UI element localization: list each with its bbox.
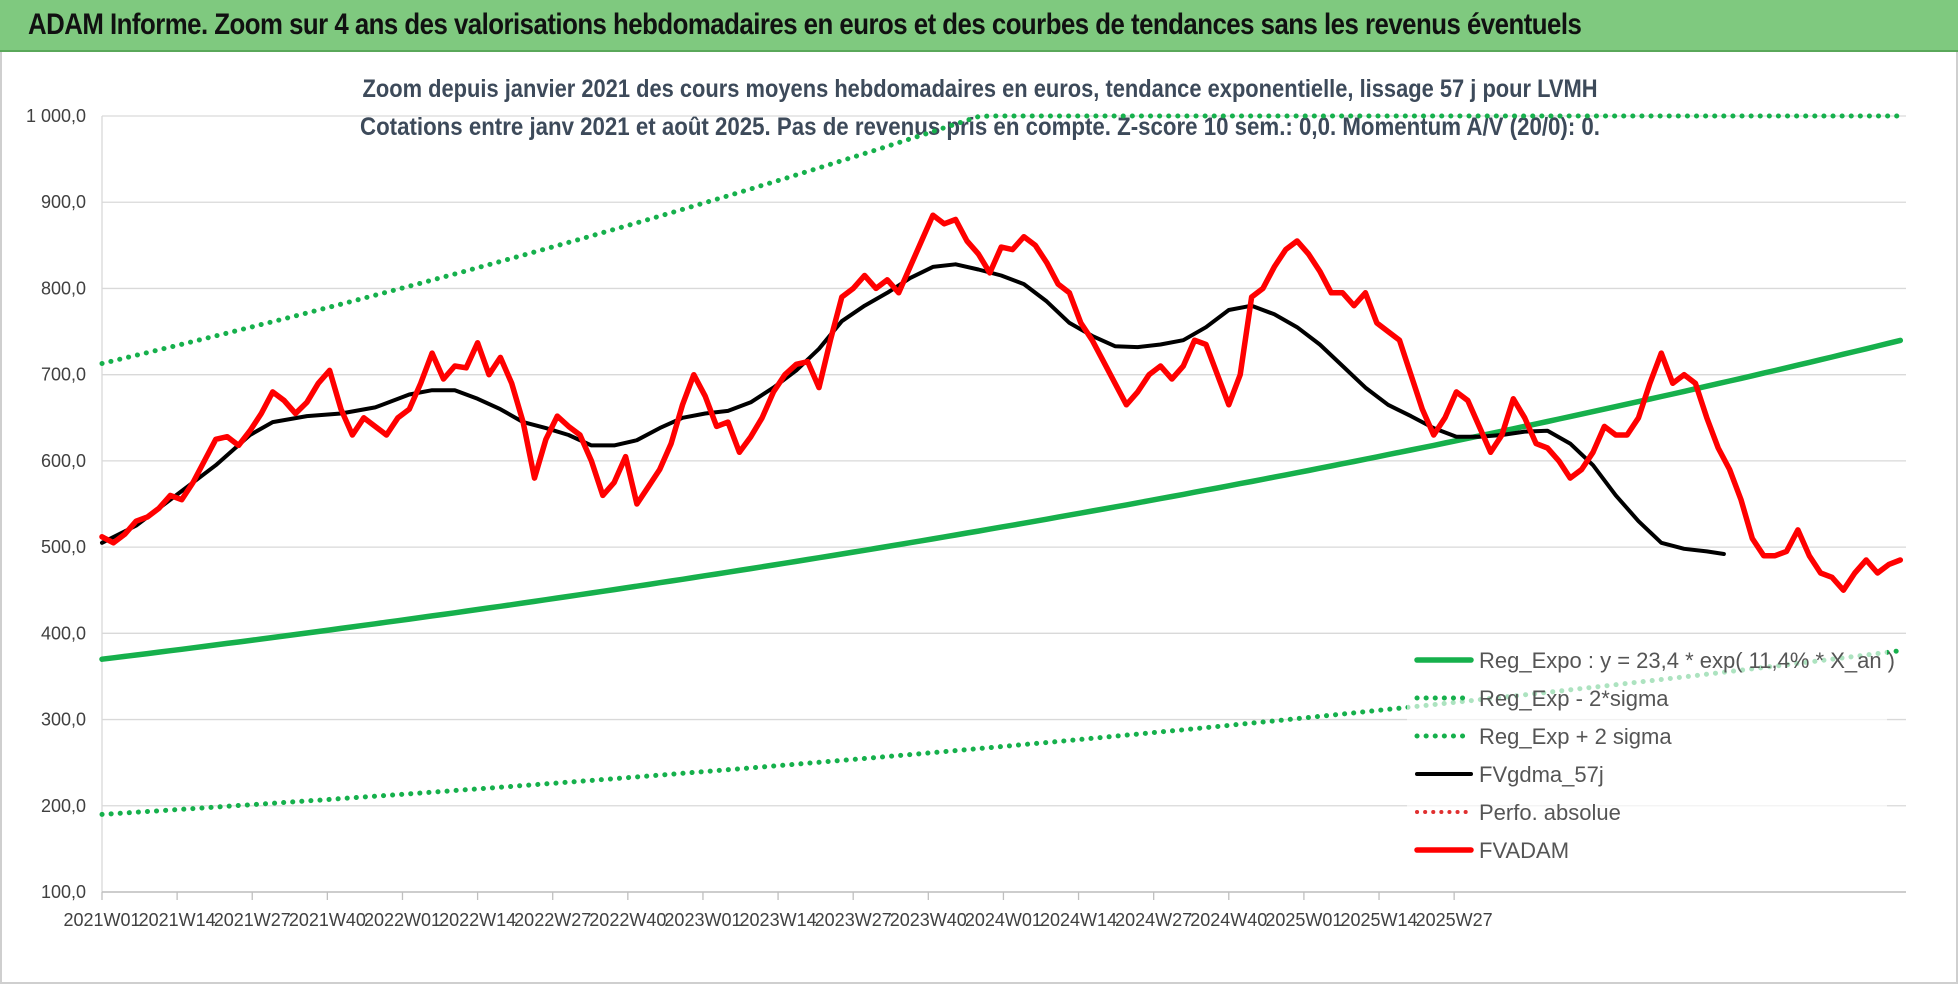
legend-background [1407,638,1887,872]
y-axis-ticks: 1 000,0 900,0 800,0 700,0 600,0 500,0 400,0 300… [26,106,86,902]
x-tick-label: 2022W01 [364,910,441,930]
y-tick-label: 300,0 [41,710,86,730]
legend-label: Reg_Exp - 2*sigma [1479,686,1669,711]
x-tick-label: 2024W14 [1040,910,1117,930]
x-tick-label: 2023W01 [664,910,741,930]
legend-label: FVgdma_57j [1479,762,1604,787]
x-tick-label: 2024W27 [1115,910,1192,930]
x-tick-label: 2022W14 [439,910,516,930]
report-banner: ADAM Informe. Zoom sur 4 ans des valoris… [0,0,1958,52]
legend-label: Reg_Exp + 2 sigma [1479,724,1672,749]
y-tick-label: 900,0 [41,192,86,212]
x-tick-label: 2022W27 [514,910,591,930]
y-tick-label: 100,0 [41,882,86,902]
y-tick-label: 700,0 [41,365,86,385]
legend-label: Perfo. absolue [1479,800,1621,825]
x-tick-label: 2021W40 [289,910,366,930]
x-tick-label: 2023W14 [740,910,817,930]
legend: Reg_Expo : y = 23,4 * exp( 11,4% * X_an … [1407,638,1895,872]
x-tick-label: 2023W40 [890,910,967,930]
y-tick-label: 400,0 [41,623,86,643]
legend-label: Reg_Expo : y = 23,4 * exp( 11,4% * X_an … [1479,648,1895,673]
chart-frame: Zoom depuis janvier 2021 des cours moyen… [0,52,1958,984]
y-tick-label: 200,0 [41,796,86,816]
chart-subtitle-line-1: Zoom depuis janvier 2021 des cours moyen… [363,75,1598,103]
y-tick-label: 500,0 [41,537,86,557]
series-reg-minus-2sigma [99,648,1903,817]
banner-title: ADAM Informe. Zoom sur 4 ans des valoris… [28,8,1582,41]
series-reg-expo [99,337,1904,662]
series-group [99,113,1904,817]
y-tick-label: 800,0 [41,278,86,298]
x-tick-label: 2024W01 [965,910,1042,930]
x-tick-label: 2025W01 [1265,910,1342,930]
x-axis-ticks: 2021W012021W142021W272021W402022W012022W… [63,892,1493,930]
x-tick-label: 2021W14 [139,910,216,930]
series-fvadam [99,212,1904,593]
series-reg-plus-2sigma [99,113,1903,366]
x-tick-label: 2021W27 [214,910,291,930]
x-tick-label: 2025W27 [1416,910,1493,930]
x-tick-label: 2023W27 [815,910,892,930]
x-tick-label: 2021W01 [63,910,140,930]
legend-label: FVADAM [1479,838,1569,863]
x-tick-label: 2025W14 [1340,910,1417,930]
y-tick-label: 1 000,0 [26,106,86,126]
x-tick-label: 2022W40 [589,910,666,930]
series-fvgdma-57j [100,262,1726,556]
x-tick-label: 2024W40 [1190,910,1267,930]
y-tick-label: 600,0 [41,451,86,471]
chart-svg: Zoom depuis janvier 2021 des cours moyen… [26,75,1906,930]
